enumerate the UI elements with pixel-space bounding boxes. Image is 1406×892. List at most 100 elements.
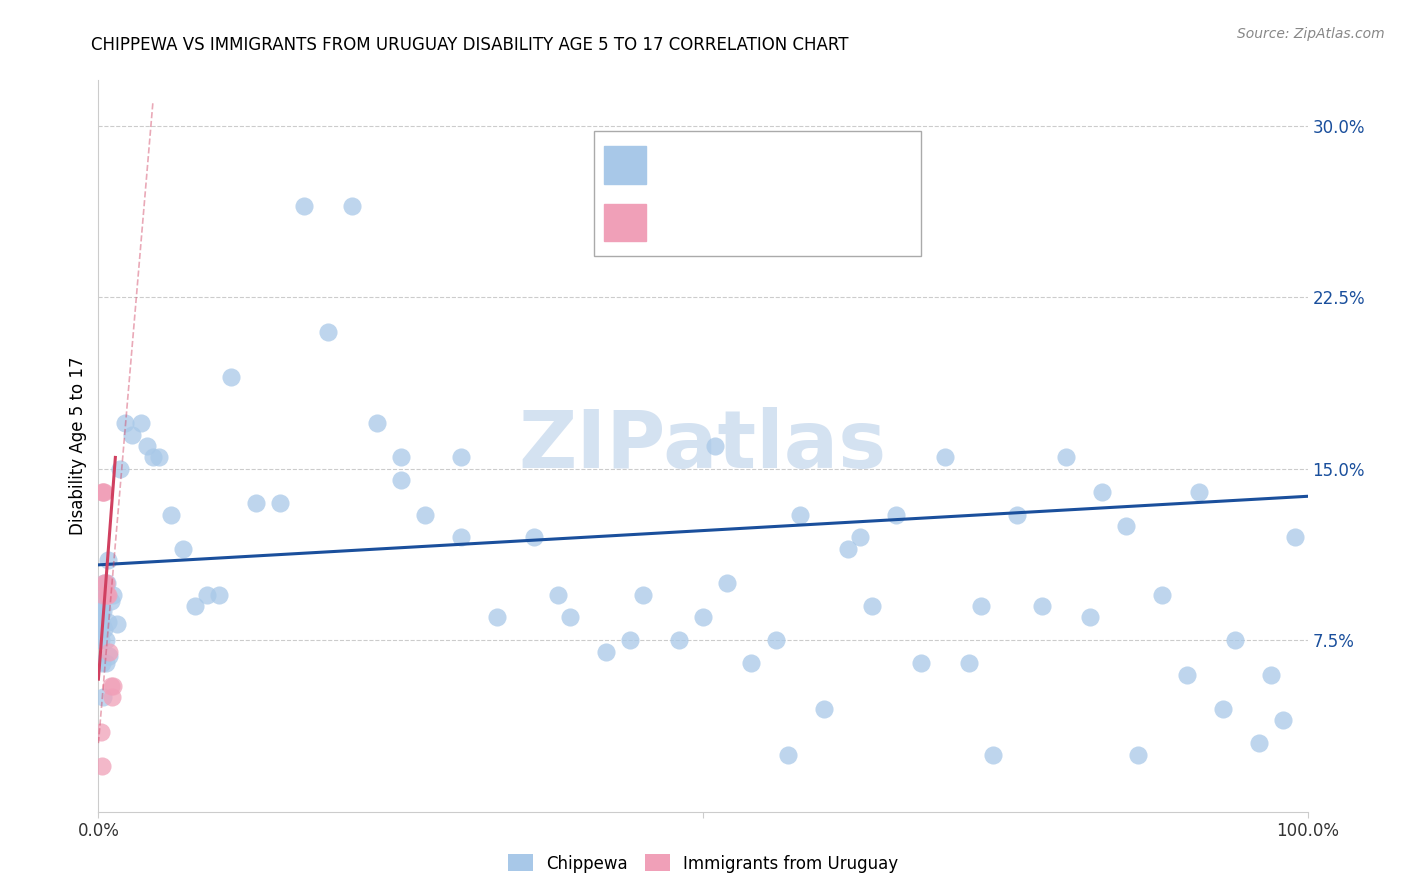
Point bbox=[91, 656, 114, 670]
Point bbox=[89, 599, 111, 613]
Point bbox=[1128, 747, 1150, 762]
Point bbox=[1152, 588, 1174, 602]
Point bbox=[91, 617, 114, 632]
Point bbox=[1078, 610, 1101, 624]
Point bbox=[221, 370, 243, 384]
Point bbox=[860, 599, 883, 613]
Point bbox=[97, 615, 120, 629]
Point bbox=[1249, 736, 1271, 750]
Y-axis label: Disability Age 5 to 17: Disability Age 5 to 17 bbox=[69, 357, 87, 535]
Point bbox=[389, 450, 412, 465]
Point bbox=[837, 541, 859, 556]
Point bbox=[89, 610, 111, 624]
Point bbox=[970, 599, 993, 613]
Point bbox=[316, 325, 339, 339]
Point bbox=[121, 427, 143, 442]
Point bbox=[129, 416, 152, 430]
Point bbox=[776, 747, 799, 762]
Point bbox=[1223, 633, 1246, 648]
Point bbox=[91, 594, 114, 608]
Point bbox=[934, 450, 956, 465]
Point bbox=[91, 484, 114, 499]
Point bbox=[619, 633, 641, 648]
Point bbox=[366, 416, 388, 430]
Point bbox=[486, 610, 509, 624]
Point bbox=[692, 610, 714, 624]
Point bbox=[1031, 599, 1053, 613]
Point bbox=[668, 633, 690, 648]
Point bbox=[245, 496, 267, 510]
Point bbox=[90, 604, 112, 618]
Point bbox=[89, 588, 111, 602]
Point bbox=[981, 747, 1004, 762]
Point bbox=[100, 690, 122, 705]
Point bbox=[523, 530, 546, 544]
Point bbox=[100, 594, 122, 608]
Point bbox=[93, 576, 115, 591]
Point bbox=[96, 588, 118, 602]
Point bbox=[1212, 702, 1234, 716]
Point bbox=[98, 645, 121, 659]
Point bbox=[142, 450, 165, 465]
Point bbox=[90, 724, 112, 739]
Point bbox=[1284, 530, 1306, 544]
Point bbox=[94, 633, 117, 648]
Point bbox=[1272, 714, 1295, 728]
Point bbox=[96, 576, 118, 591]
Point bbox=[195, 588, 218, 602]
Point bbox=[101, 679, 124, 693]
Point bbox=[105, 617, 128, 632]
Point bbox=[100, 679, 122, 693]
Legend: Chippewa, Immigrants from Uruguay: Chippewa, Immigrants from Uruguay bbox=[502, 847, 904, 880]
Point bbox=[1115, 519, 1137, 533]
Point bbox=[1007, 508, 1029, 522]
Point bbox=[595, 645, 617, 659]
Point bbox=[98, 649, 121, 664]
Point bbox=[91, 690, 114, 705]
Point bbox=[849, 530, 872, 544]
Text: CHIPPEWA VS IMMIGRANTS FROM URUGUAY DISABILITY AGE 5 TO 17 CORRELATION CHART: CHIPPEWA VS IMMIGRANTS FROM URUGUAY DISA… bbox=[91, 36, 849, 54]
Point bbox=[94, 576, 117, 591]
Point bbox=[1054, 450, 1077, 465]
Point bbox=[704, 439, 727, 453]
Point bbox=[886, 508, 908, 522]
Text: ZIPatlas: ZIPatlas bbox=[519, 407, 887, 485]
Point bbox=[90, 588, 112, 602]
Point bbox=[135, 439, 157, 453]
Point bbox=[91, 759, 114, 773]
Point bbox=[97, 553, 120, 567]
Point bbox=[160, 508, 183, 522]
Point bbox=[1091, 484, 1114, 499]
Point bbox=[114, 416, 136, 430]
Point bbox=[89, 622, 111, 636]
Point bbox=[910, 656, 932, 670]
Point bbox=[813, 702, 835, 716]
Point bbox=[184, 599, 207, 613]
Point bbox=[93, 622, 115, 636]
Point bbox=[93, 484, 115, 499]
Point bbox=[765, 633, 787, 648]
Point bbox=[91, 604, 114, 618]
Point bbox=[957, 656, 980, 670]
Point bbox=[90, 633, 112, 648]
Point bbox=[631, 588, 654, 602]
Point bbox=[342, 199, 364, 213]
Point bbox=[1175, 667, 1198, 681]
Point bbox=[1188, 484, 1211, 499]
Point bbox=[558, 610, 581, 624]
Point bbox=[93, 576, 115, 591]
Point bbox=[94, 656, 117, 670]
Point bbox=[716, 576, 738, 591]
Point bbox=[389, 473, 412, 487]
Point bbox=[450, 530, 472, 544]
Point bbox=[148, 450, 170, 465]
Point bbox=[269, 496, 291, 510]
Point bbox=[789, 508, 811, 522]
Point bbox=[208, 588, 231, 602]
Point bbox=[108, 462, 131, 476]
Point bbox=[91, 484, 114, 499]
Point bbox=[91, 588, 114, 602]
Text: Source: ZipAtlas.com: Source: ZipAtlas.com bbox=[1237, 27, 1385, 41]
Point bbox=[547, 588, 569, 602]
Point bbox=[740, 656, 762, 670]
